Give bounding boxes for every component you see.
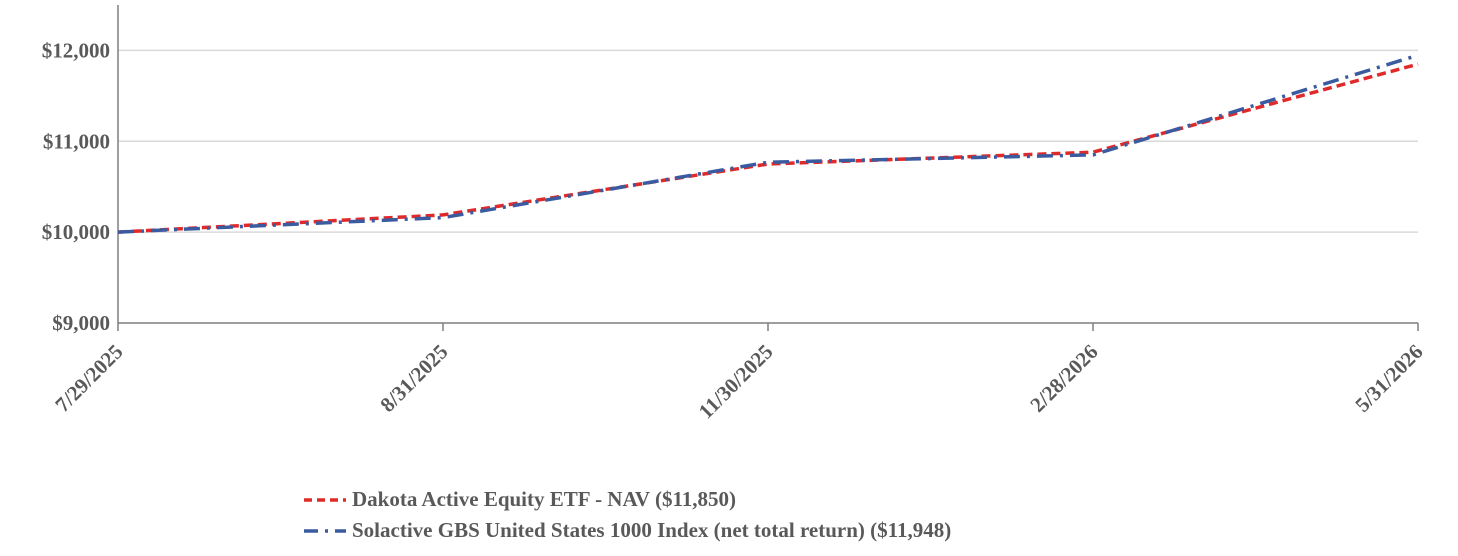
y-tick-label: $10,000 [42, 220, 110, 244]
x-tick-label: 2/28/2026 [1025, 340, 1102, 417]
x-tick-label: 11/30/2025 [694, 340, 778, 424]
legend-swatch-nav [304, 497, 346, 502]
legend: Dakota Active Equity ETF - NAV ($11,850)… [304, 484, 951, 546]
series-line-index [117, 53, 1419, 234]
legend-item-index: Solactive GBS United States 1000 Index (… [304, 515, 951, 546]
axes [117, 5, 1419, 331]
series-line-nav [117, 62, 1419, 234]
series-lines [117, 53, 1419, 234]
x-tick-label: 7/29/2025 [50, 340, 127, 417]
legend-item-nav: Dakota Active Equity ETF - NAV ($11,850) [304, 484, 951, 515]
legend-swatch-index [304, 528, 346, 533]
legend-label-index: Solactive GBS United States 1000 Index (… [352, 518, 952, 542]
y-tick-labels: $9,000 $10,000 $11,000 $12,000 [42, 38, 110, 335]
y-tick-label: $11,000 [43, 129, 110, 153]
x-tick-labels: 7/29/2025 8/31/2025 11/30/2025 2/28/2026 5/3… [50, 340, 1427, 424]
legend-label-nav: Dakota Active Equity ETF - NAV ($11,850) [352, 487, 737, 511]
grid-lines [118, 49, 1418, 233]
y-tick-label: $12,000 [42, 38, 110, 62]
x-tick-label: 5/31/2026 [1350, 340, 1427, 417]
y-tick-label: $9,000 [52, 311, 110, 335]
x-tick-label: 8/31/2025 [375, 340, 452, 417]
